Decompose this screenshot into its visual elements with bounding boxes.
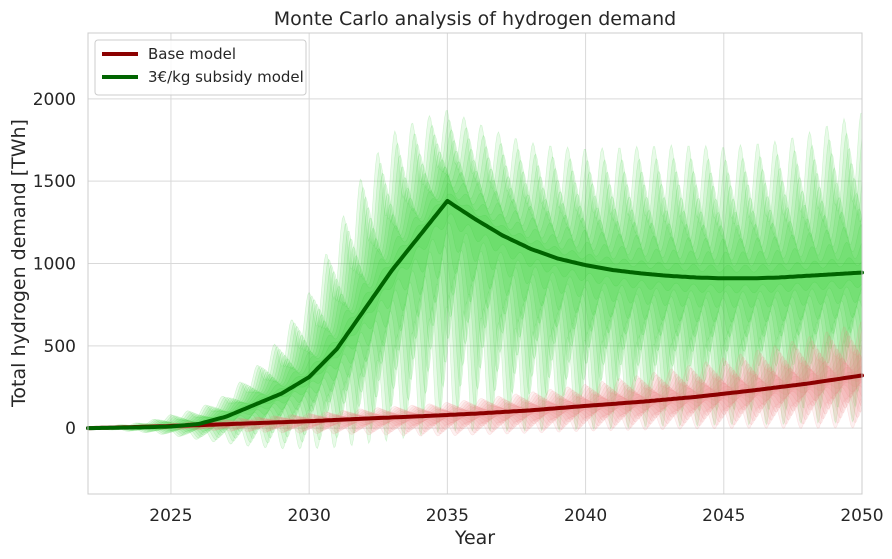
legend-label-base: Base model [148, 45, 236, 63]
grid-lines [88, 33, 863, 494]
y-tick-label: 1500 [33, 172, 76, 192]
chart-title: Monte Carlo analysis of hydrogen demand [274, 8, 676, 30]
monte-carlo-bands [87, 110, 863, 450]
tick-labels: 2025 2030 2035 2040 2045 2050 0 500 1000 1500 2000 [33, 90, 884, 526]
plot-frame [87, 32, 863, 495]
x-tick-label: 2030 [288, 506, 331, 526]
subsidy-model-line [86, 198, 864, 431]
y-tick-label: 500 [44, 337, 76, 357]
x-tick-label: 2035 [426, 506, 469, 526]
legend: Base model 3€/kg subsidy model [94, 39, 307, 96]
x-tick-label: 2050 [840, 506, 883, 526]
x-tick-label: 2045 [702, 506, 745, 526]
base-model-line [86, 373, 864, 431]
y-tick-label: 2000 [33, 90, 76, 110]
legend-box [94, 39, 307, 96]
x-axis-label: Year [454, 527, 495, 549]
y-tick-label: 1000 [33, 255, 76, 275]
legend-label-subsidy: 3€/kg subsidy model [148, 68, 304, 86]
x-tick-label: 2025 [149, 506, 192, 526]
y-tick-label: 0 [65, 419, 76, 439]
x-tick-label: 2040 [564, 506, 607, 526]
y-axis-label: Total hydrogen demand [TWh] [8, 119, 30, 408]
series-lines [86, 198, 864, 431]
